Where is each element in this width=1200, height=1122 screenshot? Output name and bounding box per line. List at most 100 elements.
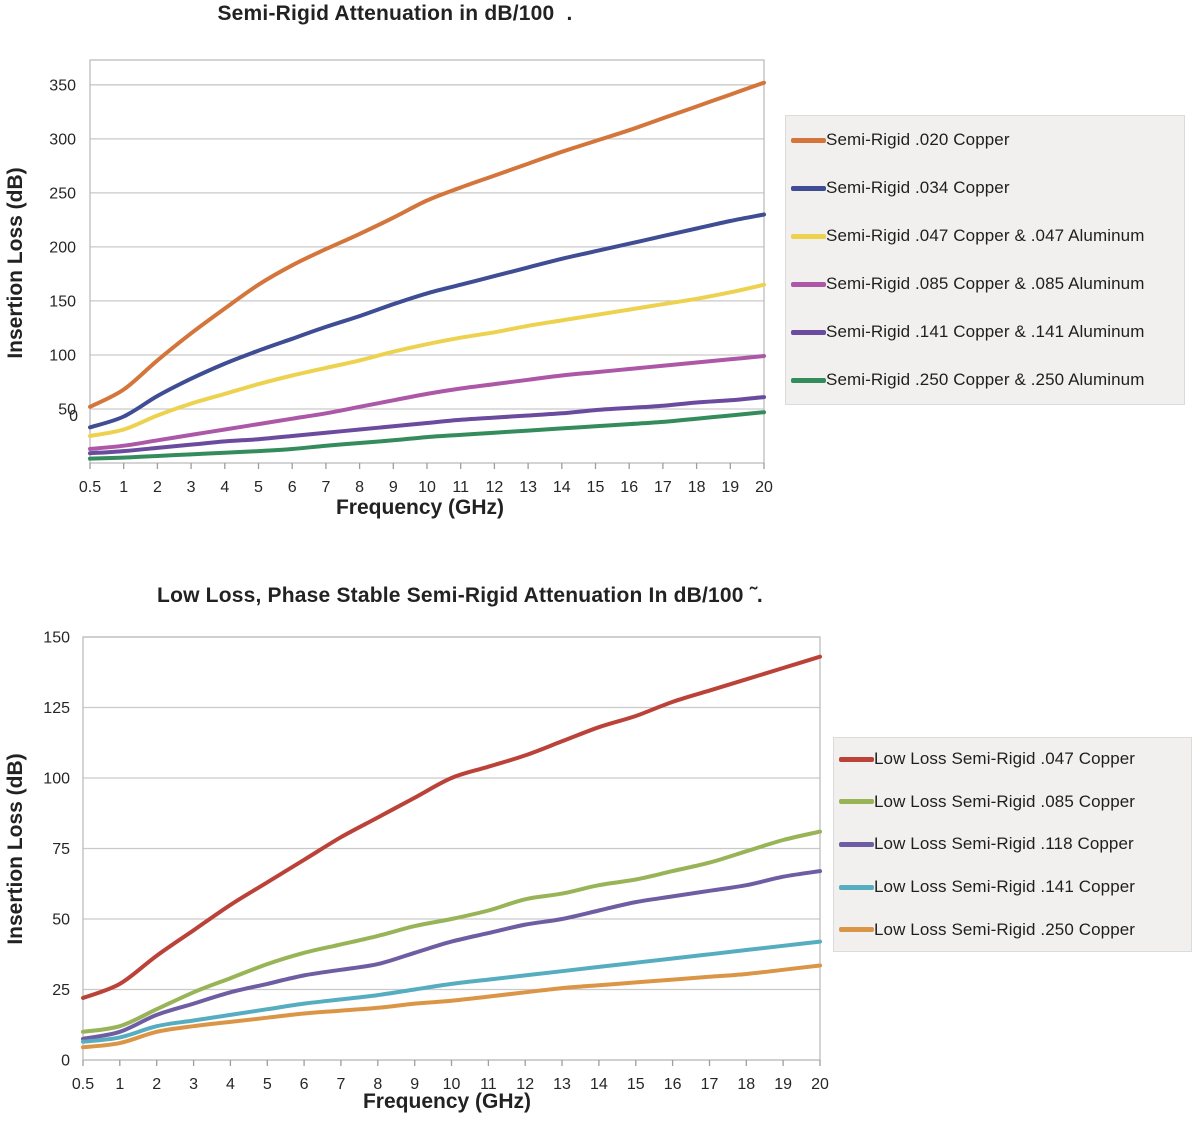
x-tick-label: 0.5 xyxy=(79,479,101,496)
y-tick-label: 350 xyxy=(49,77,76,94)
x-tick-label: 5 xyxy=(263,1076,272,1093)
legend-swatch-icon xyxy=(839,841,874,847)
x-tick-label: 2 xyxy=(152,1076,161,1093)
x-tick-label: 8 xyxy=(355,479,364,496)
legend-label: Semi-Rigid .141 Copper & .141 Aluminum xyxy=(826,322,1145,341)
x-tick-label: 11 xyxy=(452,479,469,496)
y-tick-label: 0 xyxy=(61,1053,70,1070)
legend-swatch-icon xyxy=(791,185,826,191)
legend-label: Low Loss Semi-Rigid .118 Copper xyxy=(874,834,1134,854)
x-tick-label: 11 xyxy=(480,1076,497,1093)
chart1-legend: Semi-Rigid .020 Copper Semi-Rigid .034 Co… xyxy=(785,115,1185,405)
y-tick-label: 150 xyxy=(43,630,70,647)
series-line-low-loss-semi-rigid-141-copper xyxy=(81,939,822,1044)
series-line-low-loss-semi-rigid-118-copper xyxy=(81,869,822,1041)
gridlines xyxy=(83,636,820,1061)
series-lines xyxy=(81,654,822,1050)
x-tick-label: 4 xyxy=(226,1076,235,1093)
x-tick-label: 13 xyxy=(519,479,537,496)
series-line-semi-rigid-034-copper xyxy=(88,212,766,430)
x-tick-label: 17 xyxy=(654,479,672,496)
series-line-semi-rigid-085-copper-085-aluminum xyxy=(88,354,766,451)
legend-item-low-loss-semi-rigid-085-copper: Low Loss Semi-Rigid .085 Copper xyxy=(834,781,1191,824)
x-tick-label: 4 xyxy=(220,479,229,496)
y-tick-label: 25 xyxy=(52,982,70,999)
legend-swatch-icon xyxy=(839,927,874,933)
x-tick-label: 20 xyxy=(811,1076,829,1093)
legend-swatch-icon xyxy=(791,329,826,335)
legend-item-semi-rigid-020-copper: Semi-Rigid .020 Copper xyxy=(786,116,1184,164)
x-tick-label: 8 xyxy=(373,1076,382,1093)
x-tick-label: 15 xyxy=(587,479,605,496)
x-tick-label: 17 xyxy=(701,1076,719,1093)
legend-label: Semi-Rigid .047 Copper & .047 Aluminum xyxy=(826,226,1145,245)
legend-item-semi-rigid-141-copper-141-aluminum: Semi-Rigid .141 Copper & .141 Aluminum xyxy=(786,308,1184,356)
series-line-low-loss-semi-rigid-250-copper xyxy=(81,963,822,1050)
y-tick-label: 125 xyxy=(43,700,70,717)
x-tick-label: 16 xyxy=(620,479,638,496)
chart1-x-axis-label: Frequency (GHz) xyxy=(335,496,505,519)
x-tick-label: 12 xyxy=(486,479,504,496)
y-tick-label: 150 xyxy=(49,293,76,310)
x-tick-label: 2 xyxy=(153,479,162,496)
series-line-semi-rigid-141-copper-141-aluminum xyxy=(88,395,766,456)
y-tick-label: 75 xyxy=(52,841,70,858)
x-tick-label: 5 xyxy=(254,479,263,496)
x-tick-label: 12 xyxy=(516,1076,534,1093)
legend-label: Low Loss Semi-Rigid .085 Copper xyxy=(874,791,1136,811)
legend-item-semi-rigid-085-copper-085-aluminum: Semi-Rigid .085 Copper & .085 Aluminum xyxy=(786,260,1184,308)
legend-item-low-loss-semi-rigid-047-copper: Low Loss Semi-Rigid .047 Copper xyxy=(834,738,1191,781)
legend-label: Low Loss Semi-Rigid .250 Copper xyxy=(874,919,1136,939)
x-axis-ticks: 0.5 1 2 3 4 5 6 7 8 9 10 11 12 13 14 15 16 17 18 19 20 xyxy=(79,463,773,496)
legend-label: Semi-Rigid .034 Copper xyxy=(826,178,1010,197)
legend-label: Semi-Rigid .085 Copper & .085 Aluminum xyxy=(826,274,1145,293)
chart2-legend: Low Loss Semi-Rigid .047 Copper Low Loss … xyxy=(833,737,1192,952)
legend-item-semi-rigid-047-copper-047-aluminum: Semi-Rigid .047 Copper & .047 Aluminum xyxy=(786,212,1184,260)
x-tick-label: 6 xyxy=(300,1076,309,1093)
series-line-semi-rigid-250-copper-250-aluminum xyxy=(88,410,766,461)
x-tick-label: 10 xyxy=(418,479,436,496)
y-tick-label: 100 xyxy=(43,771,70,788)
chart2-title: Low Loss, Phase Stable Semi-Rigid Attenu… xyxy=(157,584,763,607)
y-tick-label: 250 xyxy=(49,185,76,202)
legend-item-low-loss-semi-rigid-250-copper: Low Loss Semi-Rigid .250 Copper xyxy=(834,908,1191,951)
legend-label: Semi-Rigid .250 Copper & .250 Aluminum xyxy=(826,370,1145,389)
x-tick-label: 13 xyxy=(553,1076,571,1093)
x-axis-ticks: 0.5 1 2 3 4 5 6 7 8 9 10 11 12 13 14 15 16 17 18 19 20 xyxy=(72,1060,829,1093)
legend-item-semi-rigid-034-copper: Semi-Rigid .034 Copper xyxy=(786,164,1184,212)
x-tick-label: 7 xyxy=(336,1076,345,1093)
x-tick-label: 15 xyxy=(627,1076,645,1093)
legend-label: Low Loss Semi-Rigid .141 Copper xyxy=(874,877,1136,897)
x-tick-label: 3 xyxy=(187,479,196,496)
chart2-x-axis-label: Frequency (GHz) xyxy=(362,1090,532,1113)
x-tick-label: 3 xyxy=(189,1076,198,1093)
x-tick-label: 18 xyxy=(737,1076,755,1093)
series-line-semi-rigid-047-copper-047-aluminum xyxy=(88,282,766,438)
x-tick-label: 19 xyxy=(774,1076,792,1093)
x-tick-label: 6 xyxy=(288,479,297,496)
x-tick-label: 14 xyxy=(553,479,571,496)
y-tick-label: 50 xyxy=(52,912,70,929)
chart1-title: Semi-Rigid Attenuation in dB/100 . xyxy=(217,2,573,25)
legend-item-low-loss-semi-rigid-141-copper: Low Loss Semi-Rigid .141 Copper xyxy=(834,866,1191,909)
legend-label: Low Loss Semi-Rigid .047 Copper xyxy=(874,749,1136,769)
gridlines xyxy=(90,84,764,410)
legend-swatch-icon xyxy=(791,233,826,239)
y-tick-label: 50 xyxy=(58,402,76,419)
series-line-semi-rigid-020-copper xyxy=(88,80,766,409)
legend-swatch-icon xyxy=(839,884,874,890)
legend-swatch-icon xyxy=(791,137,826,143)
x-tick-label: 14 xyxy=(590,1076,608,1093)
y-axis-tick-labels: 350 300 250 200 150 100 500 xyxy=(49,77,78,425)
x-tick-label: 0.5 xyxy=(72,1076,94,1093)
x-tick-label: 1 xyxy=(119,479,128,496)
y-tick-label: 200 xyxy=(49,239,76,256)
x-tick-label: 16 xyxy=(664,1076,682,1093)
y-tick-label: 300 xyxy=(49,131,76,148)
y-tick-label: 100 xyxy=(49,348,76,365)
x-tick-label: 18 xyxy=(688,479,706,496)
legend-label: Semi-Rigid .020 Copper xyxy=(826,130,1010,149)
